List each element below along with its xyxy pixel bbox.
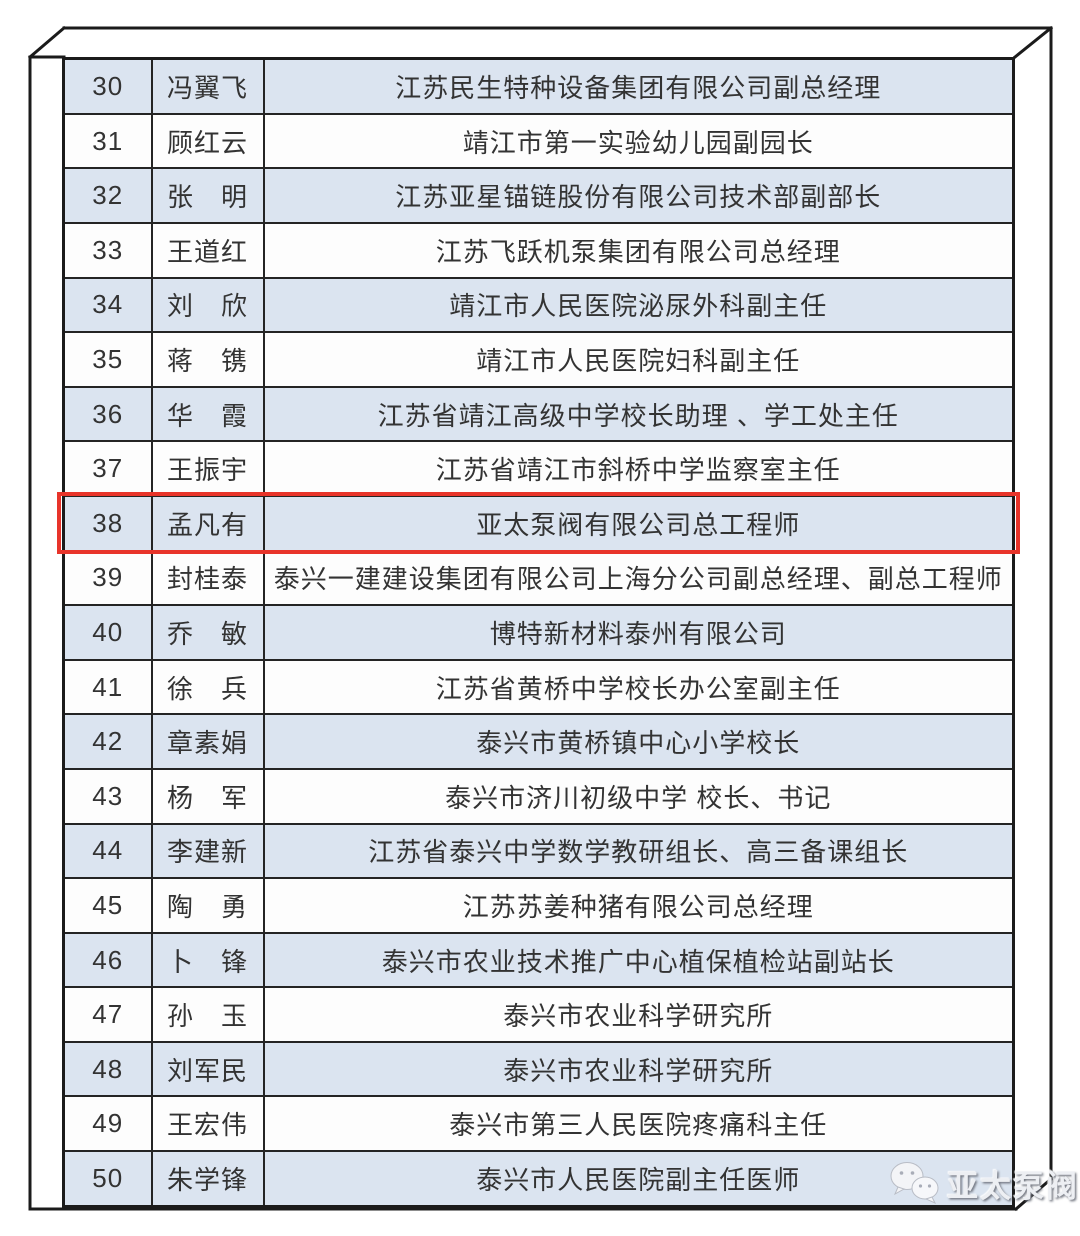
person-name: 孙 玉: [150, 986, 265, 1043]
table-row: 47 孙 玉泰兴市农业科学研究所: [62, 986, 1015, 1043]
table-row: 37 王振宇 江苏省靖江市斜桥中学监察室主任: [62, 440, 1015, 497]
table-row: 44 李建新 江苏省泰兴中学数学教研组长、高三备课组长: [62, 822, 1015, 880]
row-number: 40: [62, 604, 153, 661]
person-position: 江苏亚星锚链股份有限公司技术部副部长: [262, 167, 1015, 224]
row-number: 31: [62, 112, 153, 170]
person-position: 泰兴市农业科学研究所: [262, 1040, 1015, 1098]
row-number: 42: [62, 713, 153, 770]
person-position: 泰兴市农业科学研究所: [262, 986, 1015, 1043]
row-number: 43: [62, 767, 153, 825]
person-name: 乔 敏: [150, 604, 265, 661]
person-position: 泰兴市第三人民医院疼痛科主任: [262, 1095, 1015, 1153]
row-number: 32: [62, 167, 153, 224]
table-row: 42 章素娟 泰兴市黄桥镇中心小学校长: [62, 713, 1015, 770]
person-position: 泰兴一建建设集团有限公司上海分公司副总经理、副总工程师: [262, 549, 1015, 607]
person-name: 王宏伟: [150, 1095, 265, 1153]
person-position: 江苏民生特种设备集团有限公司副总经理: [262, 57, 1015, 115]
person-name: 孟凡有: [150, 494, 265, 552]
table-row: 41 徐 兵江苏省黄桥中学校长办公室副主任: [62, 658, 1015, 716]
person-name: 刘军民: [150, 1040, 265, 1098]
person-name: 冯翼飞: [150, 57, 265, 115]
row-number: 37: [62, 440, 153, 497]
person-name: 陶 勇: [150, 877, 265, 934]
person-position: 博特新材料泰州有限公司: [262, 604, 1015, 661]
person-position: 江苏省靖江高级中学校长助理 、学工处主任: [262, 385, 1015, 443]
person-position: 江苏省黄桥中学校长办公室副主任: [262, 658, 1015, 716]
row-number: 39: [62, 549, 153, 607]
row-number: 50: [62, 1150, 153, 1208]
roster-table: 30 冯翼飞 江苏民生特种设备集团有限公司副总经理 31 顾红云 靖江市第一实验幼儿园副园…: [62, 57, 1015, 1208]
table-row: 39 封桂泰 泰兴一建建设集团有限公司上海分公司副总经理、副总工程师: [62, 549, 1015, 607]
row-number: 34: [62, 276, 153, 334]
person-position: 靖江市第一实验幼儿园副园长: [262, 112, 1015, 170]
person-name: 顾红云: [150, 112, 265, 170]
table-row: 31 顾红云 靖江市第一实验幼儿园副园长: [62, 112, 1015, 170]
row-number: 47: [62, 986, 153, 1043]
person-position: 靖江市人民医院泌尿外科副主任: [262, 276, 1015, 334]
row-number: 45: [62, 877, 153, 934]
table-row: 48 刘军民 泰兴市农业科学研究所: [62, 1040, 1015, 1098]
table-row: 50 朱学锋 泰兴市人民医院副主任医师: [62, 1150, 1015, 1208]
person-position: 泰兴市人民医院副主任医师: [262, 1150, 1015, 1208]
row-number: 35: [62, 331, 153, 388]
row-number: 49: [62, 1095, 153, 1153]
person-position: 江苏省靖江市斜桥中学监察室主任: [262, 440, 1015, 497]
row-number: 33: [62, 221, 153, 279]
table-row: 36 华 霞江苏省靖江高级中学校长助理 、学工处主任: [62, 385, 1015, 443]
roster-table-wrap: 30 冯翼飞 江苏民生特种设备集团有限公司副总经理 31 顾红云 靖江市第一实验幼儿园副园…: [57, 57, 1020, 1208]
row-number: 48: [62, 1040, 153, 1098]
person-name: 刘 欣: [150, 276, 265, 334]
row-number: 38: [62, 494, 153, 552]
person-name: 卜 锋: [150, 931, 265, 989]
person-position: 亚太泵阀有限公司总工程师: [262, 494, 1015, 552]
person-name: 张 明: [150, 167, 265, 224]
person-position: 江苏苏姜种猪有限公司总经理: [262, 877, 1015, 934]
person-name: 王道红: [150, 221, 265, 279]
table-row: 38 孟凡有 亚太泵阀有限公司总工程师: [62, 494, 1015, 552]
person-name: 徐 兵: [150, 658, 265, 716]
person-name: 朱学锋: [150, 1150, 265, 1208]
person-position: 泰兴市黄桥镇中心小学校长: [262, 713, 1015, 770]
person-name: 华 霞: [150, 385, 265, 443]
person-name: 蒋 镌: [150, 331, 265, 388]
person-position: 泰兴市济川初级中学 校长、书记: [262, 767, 1015, 825]
table-row: 32 张 明江苏亚星锚链股份有限公司技术部副部长: [62, 167, 1015, 224]
table-row: 33 王道红 江苏飞跃机泵集团有限公司总经理: [62, 221, 1015, 279]
person-name: 章素娟: [150, 713, 265, 770]
person-position: 江苏省泰兴中学数学教研组长、高三备课组长: [262, 822, 1015, 880]
person-name: 王振宇: [150, 440, 265, 497]
row-number: 41: [62, 658, 153, 716]
table-row: 34 刘 欣靖江市人民医院泌尿外科副主任: [62, 276, 1015, 334]
row-number: 36: [62, 385, 153, 443]
row-number: 30: [62, 57, 153, 115]
person-name: 李建新: [150, 822, 265, 880]
person-name: 杨 军: [150, 767, 265, 825]
table-row: 43 杨 军泰兴市济川初级中学 校长、书记: [62, 767, 1015, 825]
person-position: 江苏飞跃机泵集团有限公司总经理: [262, 221, 1015, 279]
row-number: 46: [62, 931, 153, 989]
table-row: 46 卜 锋泰兴市农业技术推广中心植保植检站副站长: [62, 931, 1015, 989]
person-position: 泰兴市农业技术推广中心植保植检站副站长: [262, 931, 1015, 989]
table-row: 49 王宏伟 泰兴市第三人民医院疼痛科主任: [62, 1095, 1015, 1153]
table-row: 30 冯翼飞 江苏民生特种设备集团有限公司副总经理: [62, 57, 1015, 115]
person-position: 靖江市人民医院妇科副主任: [262, 331, 1015, 388]
table-row: 45 陶 勇江苏苏姜种猪有限公司总经理: [62, 877, 1015, 934]
table-row: 40 乔 敏博特新材料泰州有限公司: [62, 604, 1015, 661]
row-number: 44: [62, 822, 153, 880]
table-body: 30 冯翼飞 江苏民生特种设备集团有限公司副总经理 31 顾红云 靖江市第一实验幼儿园副园…: [62, 57, 1015, 1208]
person-name: 封桂泰: [150, 549, 265, 607]
table-row: 35 蒋 镌靖江市人民医院妇科副主任: [62, 331, 1015, 388]
